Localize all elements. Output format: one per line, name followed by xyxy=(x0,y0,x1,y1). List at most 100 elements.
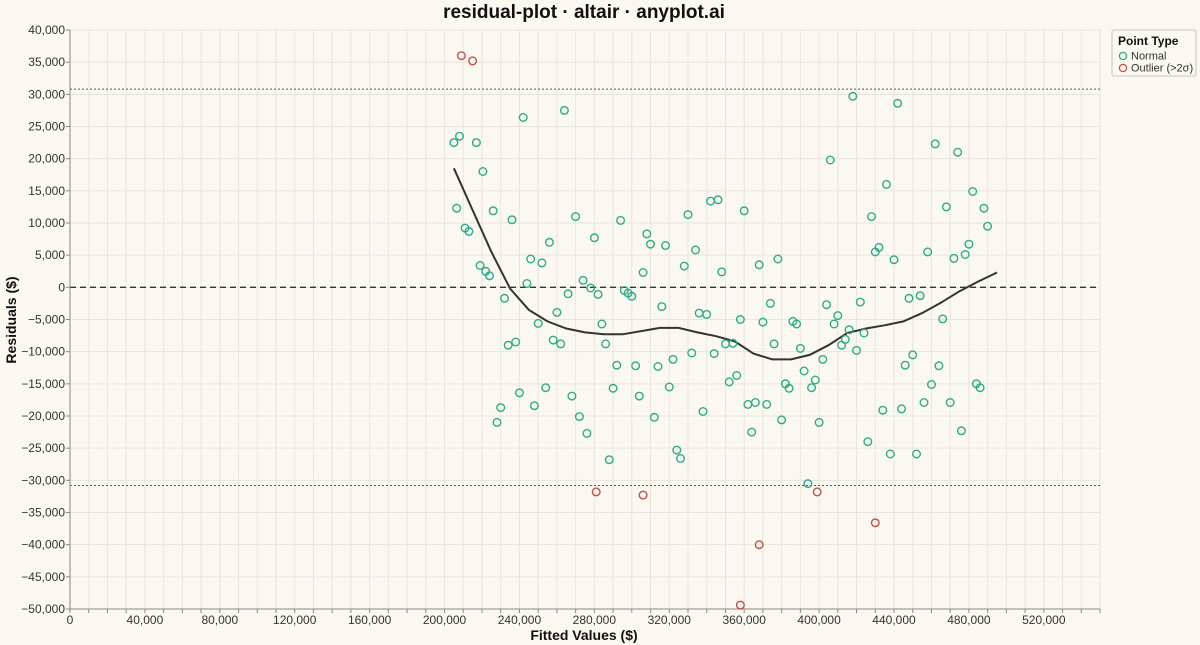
y-tick-label: −30,000 xyxy=(21,473,65,487)
x-tick-label: 360,000 xyxy=(722,613,766,627)
y-tick-label: 15,000 xyxy=(28,184,65,198)
y-axis-title: Residuals ($) xyxy=(3,276,19,363)
normal-point xyxy=(649,412,659,422)
normal-point xyxy=(956,426,966,436)
normal-point xyxy=(455,131,465,141)
normal-point xyxy=(979,203,989,213)
normal-point xyxy=(582,428,592,438)
y-tick-label: −40,000 xyxy=(21,538,65,552)
normal-point xyxy=(739,206,749,216)
normal-point xyxy=(668,354,678,364)
normal-point xyxy=(631,361,641,371)
normal-point xyxy=(874,242,884,252)
normal-point xyxy=(964,239,974,249)
normal-point xyxy=(522,279,532,289)
normal-point xyxy=(717,267,727,277)
y-tick-label: −5,000 xyxy=(28,313,65,327)
normal-point xyxy=(676,454,686,464)
outlier-point xyxy=(754,540,764,550)
normal-point xyxy=(810,375,820,385)
normal-point xyxy=(825,155,835,165)
normal-point xyxy=(526,254,536,264)
normal-point xyxy=(938,314,948,324)
normal-point xyxy=(653,362,663,372)
normal-point xyxy=(574,412,584,422)
normal-point xyxy=(758,317,768,327)
axes: 0 40,000 80,000 120,000 160,000 200,000 240,00… xyxy=(21,23,1101,627)
x-tick-label: 520,000 xyxy=(1022,613,1066,627)
normal-point xyxy=(683,210,693,220)
normal-point xyxy=(507,215,517,225)
y-tick-label: −15,000 xyxy=(21,377,65,391)
normal-point xyxy=(915,291,925,301)
outlier-point xyxy=(456,51,466,61)
y-tick-label: −20,000 xyxy=(21,409,65,423)
normal-point xyxy=(900,360,910,370)
y-tick-label: 25,000 xyxy=(28,120,65,134)
normal-point xyxy=(702,309,712,319)
outlier-point xyxy=(468,56,478,66)
normal-point xyxy=(919,398,929,408)
normal-point xyxy=(855,297,865,307)
normal-point xyxy=(687,348,697,358)
normal-point xyxy=(747,427,757,437)
normal-point xyxy=(556,339,566,349)
normal-point xyxy=(578,275,588,285)
normal-point xyxy=(664,382,674,392)
normal-point xyxy=(908,350,918,360)
normal-point xyxy=(529,401,539,411)
normal-point xyxy=(724,377,734,387)
normal-point xyxy=(503,340,513,350)
normal-point xyxy=(544,237,554,247)
normal-point xyxy=(589,233,599,243)
x-axis-title: Fitted Values ($) xyxy=(530,627,637,643)
normal-point xyxy=(634,391,644,401)
normal-point xyxy=(930,139,940,149)
normal-point xyxy=(586,283,596,293)
x-tick-label: 40,000 xyxy=(127,613,164,627)
normal-point xyxy=(567,391,577,401)
normal-point xyxy=(878,405,888,415)
outlier-point xyxy=(735,600,745,610)
normal-point xyxy=(559,105,569,115)
normal-point xyxy=(762,399,772,409)
normal-point xyxy=(773,254,783,264)
normal-point xyxy=(601,339,611,349)
normal-point xyxy=(848,91,858,101)
normal-point xyxy=(822,300,832,310)
normal-point xyxy=(709,349,719,359)
normal-point xyxy=(612,360,622,370)
normal-point xyxy=(548,335,558,345)
x-tick-label: 280,000 xyxy=(573,613,617,627)
normal-point xyxy=(713,195,723,205)
y-tick-label: −50,000 xyxy=(21,602,65,616)
y-tick-label: −25,000 xyxy=(21,441,65,455)
normal-point xyxy=(754,260,764,270)
normal-point xyxy=(597,319,607,329)
normal-point xyxy=(518,112,528,122)
normal-point xyxy=(927,380,937,390)
normal-point xyxy=(784,383,794,393)
normal-point xyxy=(698,407,708,417)
x-tick-label: 0 xyxy=(67,613,74,627)
normal-point xyxy=(471,138,481,148)
normal-point xyxy=(792,319,802,329)
outlier-point xyxy=(812,487,822,497)
normal-point xyxy=(799,366,809,376)
normal-point xyxy=(765,298,775,308)
normal-point xyxy=(934,361,944,371)
normal-point xyxy=(449,138,459,148)
normal-point xyxy=(552,307,562,317)
normal-point xyxy=(604,455,614,465)
normal-point xyxy=(488,206,498,216)
y-tick-label: 10,000 xyxy=(28,216,65,230)
normal-point xyxy=(889,255,899,265)
y-tick-label: 0 xyxy=(58,280,65,294)
y-tick-label: 20,000 xyxy=(28,152,65,166)
normal-point xyxy=(735,315,745,325)
normal-point xyxy=(769,339,779,349)
normal-point xyxy=(515,388,525,398)
normal-point xyxy=(949,253,959,263)
normal-point xyxy=(833,311,843,321)
outlier-point xyxy=(591,487,601,497)
